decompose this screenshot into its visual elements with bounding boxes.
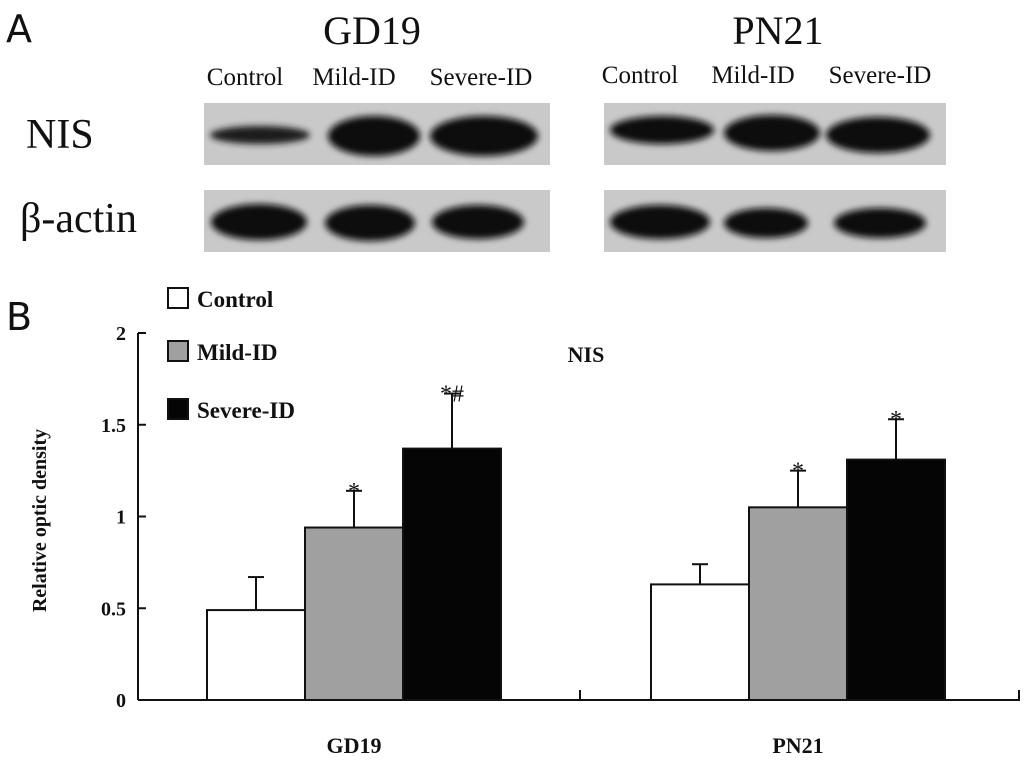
blot-title-gd19: GD19 [323,8,421,53]
lane-label-gd19-mild: Mild-ID [312,64,395,91]
blot-band [430,116,538,156]
bar-control-pn21 [650,583,750,702]
bar-mild-id-pn21 [748,506,848,702]
blot-band [328,116,420,156]
bar-severe-id-gd19 [402,447,502,702]
blot-band [211,204,307,240]
significance-mark: * [348,479,360,505]
legend-swatch [167,398,189,420]
lane-label-pn21-mild: Mild-ID [711,62,794,89]
blot-title-pn21: PN21 [732,8,823,53]
significance-mark: *# [440,382,464,408]
chart-title: NIS [568,342,605,367]
panel-a: A GD19 PN21 Control Mild-ID Severe-ID Co… [6,7,946,252]
lane-label-gd19-control: Control [207,64,283,91]
y-tick-label: 0 [116,690,126,712]
blot-band [834,208,926,238]
panel-a-letter: A [6,7,32,51]
row-label-nis: NIS [26,112,94,158]
lane-label-gd19-severe: Severe-ID [430,64,533,91]
legend-swatch [167,340,189,362]
legend-label: Control [197,287,273,312]
blot-band [432,205,524,239]
blot-band [610,116,714,144]
legend-label: Severe-ID [197,398,295,423]
lane-label-pn21-control: Control [602,62,678,89]
blot-gd19-nis [204,103,550,165]
blot-pn21-nis [604,103,946,165]
bar-chart: 0 0.5 1 1.5 2 Relative optic density NIS * *# GD1… [29,287,1020,758]
significance-mark: * [792,459,804,485]
panel-b-letter: B [6,295,32,339]
blot-band [826,117,930,153]
blot-band [325,205,415,241]
blot-band [610,205,710,239]
y-tick-label: 1 [116,507,126,529]
bar-control-gd19 [206,609,306,702]
blot-band [724,208,808,238]
lane-label-pn21-severe: Severe-ID [829,62,932,89]
y-axis-title: Relative optic density [29,429,51,612]
blot-pn21-beta-actin [604,190,946,252]
y-tick-label: 1.5 [101,415,126,437]
y-tick-label: 0.5 [101,598,126,620]
panel-b: B 0 0.5 1 1.5 2 Relative optic density NIS * *# G… [6,287,1020,758]
blot-band [210,126,310,144]
blot-band [724,115,820,151]
bar-mild-id-gd19 [304,526,404,702]
legend-label: Mild-ID [197,340,278,365]
bar-severe-id-pn21 [846,458,946,701]
legend-swatch [167,287,189,309]
y-tick-label: 2 [116,323,126,345]
significance-mark: * [890,407,902,433]
row-label-beta-actin: β-actin [20,196,137,242]
blot-gd19-beta-actin [204,190,550,252]
x-category-label: GD19 [327,733,382,758]
x-category-label: PN21 [772,733,823,758]
